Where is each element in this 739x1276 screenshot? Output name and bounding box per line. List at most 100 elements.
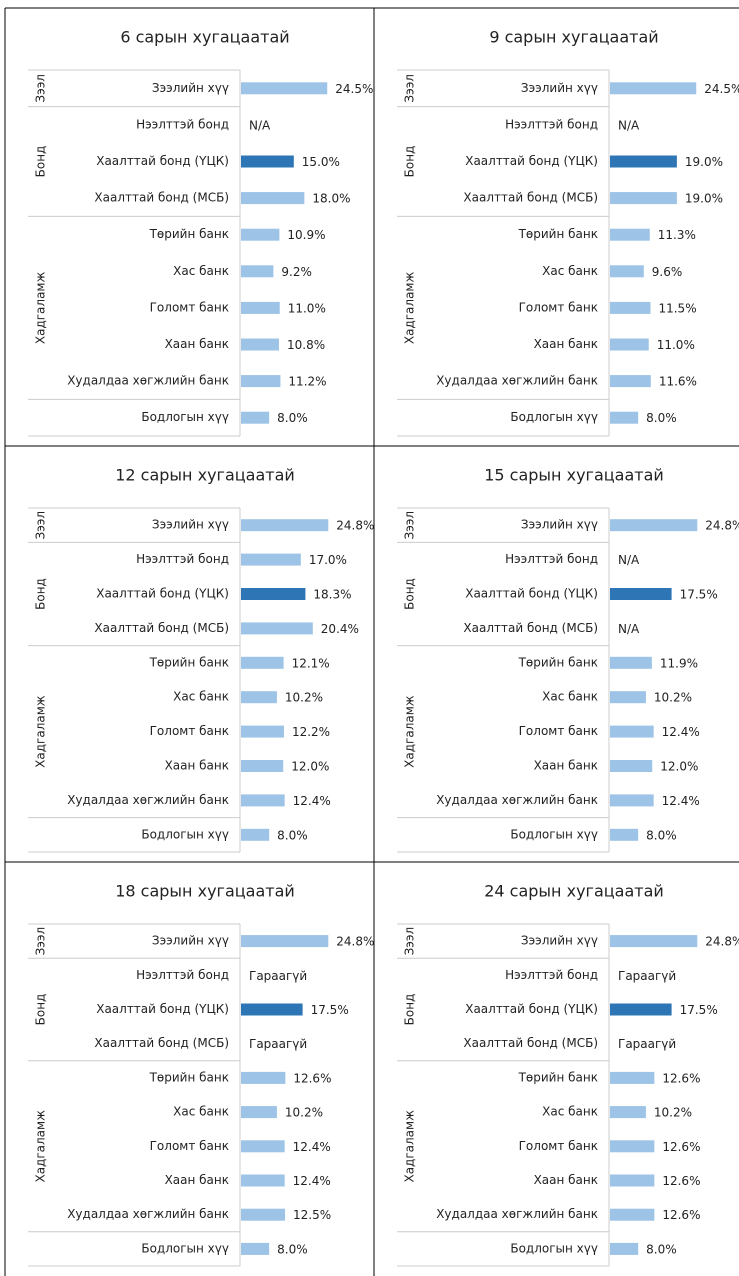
group-label: Бонд: [403, 578, 417, 610]
bar: [610, 375, 651, 388]
category-label: Хаан банк: [534, 759, 598, 773]
category-label: Хаалттай бонд (ҮЦК): [96, 1002, 229, 1016]
value-label: 12.4%: [293, 1140, 331, 1154]
bar: [241, 265, 274, 278]
group-label: Зээл: [403, 927, 417, 956]
value-label: N/A: [618, 553, 640, 567]
category-label: Худалдаа хөгжлийн банк: [436, 793, 598, 807]
category-label: Хаалттай бонд (ҮЦК): [96, 587, 229, 601]
category-label: Төрийн банк: [518, 655, 598, 669]
value-label: 24.5%: [335, 82, 373, 96]
category-label: Худалдаа хөгжлийн банк: [436, 1207, 598, 1221]
category-label: Зээлийн хүү: [521, 518, 598, 532]
bar: [241, 828, 270, 841]
category-label: Хаалттай бонд (МСБ): [463, 1036, 598, 1050]
category-label: Хаалттай бонд (МСБ): [94, 1036, 229, 1050]
bar: [610, 1106, 646, 1119]
group-label: Хадгаламж: [34, 695, 48, 768]
group-label: Зээл: [34, 927, 48, 956]
category-label: Хаалттай бонд (ҮЦК): [465, 587, 598, 601]
group-label: Зээл: [403, 74, 417, 103]
category-label: Хаан банк: [165, 337, 229, 351]
bar: [610, 760, 653, 772]
category-label: Нээлттэй бонд: [505, 117, 598, 131]
chart-title: 9 сарын хугацаатай: [489, 28, 658, 47]
value-label: Гараагүй: [249, 1037, 307, 1051]
value-label: 10.2%: [654, 1106, 692, 1120]
category-label: Хаалттай бонд (МСБ): [94, 621, 229, 635]
value-label: 11.0%: [288, 301, 326, 315]
group-label: Зээл: [403, 511, 417, 540]
value-label: 24.5%: [704, 82, 739, 96]
category-label: Бодлогын хүү: [141, 410, 229, 424]
bar: [610, 588, 672, 600]
category-label: Нээлттэй бонд: [136, 968, 229, 982]
bar: [610, 725, 654, 738]
value-label: 11.0%: [657, 338, 695, 352]
category-label: Бодлогын хүү: [510, 410, 598, 424]
value-label: Гараагүй: [618, 969, 676, 983]
bar: [610, 828, 639, 841]
category-label: Зээлийн хүү: [521, 934, 598, 948]
bar: [610, 935, 698, 948]
bar: [241, 656, 284, 669]
group-label: Хадгаламж: [34, 272, 48, 345]
value-label: 12.5%: [293, 1208, 331, 1222]
chart-title: 12 сарын хугацаатай: [115, 466, 295, 485]
chart-title: 18 сарын хугацаатай: [115, 882, 295, 901]
bar: [610, 82, 697, 95]
group-label: Бонд: [403, 994, 417, 1026]
category-label: Худалдаа хөгжлийн банк: [436, 374, 598, 388]
bar: [241, 794, 285, 807]
category-label: Төрийн банк: [518, 227, 598, 241]
category-label: Хаалттай бонд (МСБ): [463, 621, 598, 635]
value-label: 8.0%: [646, 411, 677, 425]
group-label: Бонд: [34, 578, 48, 610]
value-label: 20.4%: [321, 622, 359, 636]
category-label: Хас банк: [173, 1105, 229, 1119]
category-label: Хас банк: [173, 690, 229, 704]
category-label: Голомт банк: [150, 300, 229, 314]
value-label: 9.6%: [652, 265, 683, 279]
bar: [241, 1140, 285, 1153]
value-label: Гараагүй: [249, 969, 307, 983]
group-label: Бонд: [34, 994, 48, 1026]
group-label: Хадгаламж: [403, 1110, 417, 1183]
value-label: 12.6%: [662, 1140, 700, 1154]
panel-borders: [4, 7, 739, 1276]
category-label: Хас банк: [542, 1105, 598, 1119]
bar: [241, 155, 294, 168]
value-label: 10.2%: [654, 691, 692, 705]
group-label: Зээл: [34, 74, 48, 103]
bar: [241, 1106, 277, 1119]
bar: [241, 301, 280, 314]
category-label: Нээлттэй бонд: [505, 552, 598, 566]
value-label: N/A: [249, 118, 271, 132]
value-label: 12.4%: [662, 794, 700, 808]
category-label: Худалдаа хөгжлийн банк: [67, 1207, 229, 1221]
category-label: Хаан банк: [534, 337, 598, 351]
value-label: 19.0%: [685, 192, 723, 206]
category-label: Голомт банк: [519, 724, 598, 738]
value-label: N/A: [618, 622, 640, 636]
bar: [241, 375, 281, 388]
value-label: 12.0%: [660, 760, 698, 774]
bar: [610, 301, 651, 314]
value-label: 17.5%: [680, 1003, 718, 1017]
bar: [610, 1140, 655, 1153]
bar: [610, 1003, 672, 1016]
value-label: 8.0%: [646, 828, 677, 842]
value-label: N/A: [618, 118, 640, 132]
bar: [241, 725, 284, 738]
value-label: 24.8%: [336, 519, 374, 533]
value-label: 10.8%: [287, 338, 325, 352]
bar: [241, 622, 313, 635]
value-label: 17.5%: [680, 588, 718, 602]
bar: [241, 760, 284, 772]
value-label: 11.3%: [658, 228, 696, 242]
category-label: Худалдаа хөгжлийн банк: [67, 793, 229, 807]
category-label: Бодлогын хүү: [510, 827, 598, 841]
value-label: 8.0%: [646, 1242, 677, 1256]
category-label: Хаан банк: [534, 1173, 598, 1187]
bar: [610, 656, 652, 669]
